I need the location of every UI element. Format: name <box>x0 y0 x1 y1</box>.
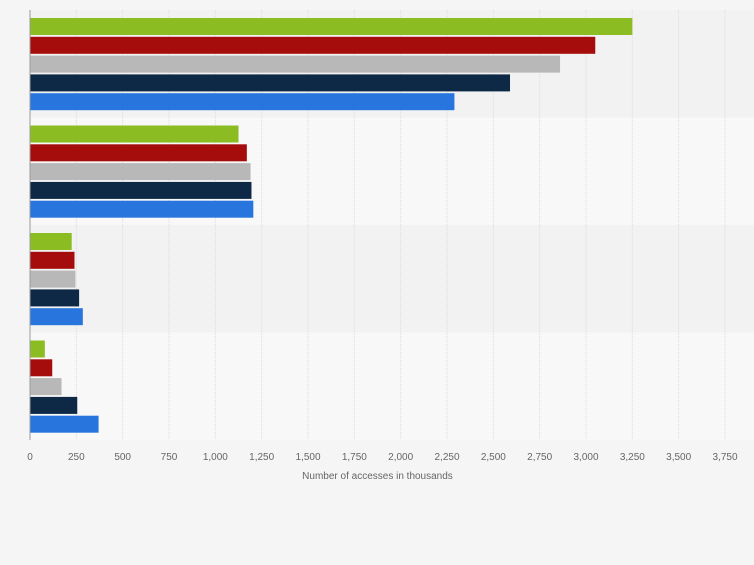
x-tick-label: 3,500 <box>666 452 691 463</box>
category-band <box>30 225 754 333</box>
bar <box>30 359 53 377</box>
x-tick-label: 750 <box>161 452 178 463</box>
bar <box>30 270 76 288</box>
x-tick-label: 1,750 <box>342 452 367 463</box>
x-tick-label: 500 <box>114 452 131 463</box>
bar <box>30 251 75 269</box>
x-tick-label: 250 <box>68 452 85 463</box>
x-tick-label: 2,000 <box>388 452 413 463</box>
x-tick-label: 1,000 <box>203 452 228 463</box>
bar <box>30 125 239 143</box>
bar <box>30 163 251 181</box>
bar <box>30 289 80 307</box>
bar <box>30 93 455 111</box>
x-tick-label: 2,500 <box>481 452 506 463</box>
x-tick-label: 0 <box>27 452 33 463</box>
bars <box>30 18 633 433</box>
bar <box>30 396 78 414</box>
x-tick-label: 3,000 <box>573 452 598 463</box>
bar <box>30 18 633 35</box>
x-axis-label: Number of accesses in thousands <box>302 471 453 482</box>
bar <box>30 181 252 199</box>
x-tick-label: 2,750 <box>527 452 552 463</box>
bar <box>30 74 511 92</box>
bar <box>30 378 62 396</box>
grid-lines <box>75 10 726 440</box>
x-tick-label: 1,250 <box>249 452 274 463</box>
bar <box>30 308 83 326</box>
x-tick-labels: 0 250 500 750 1,000 1,250 1,500 1,750 2,000 2,250… <box>27 452 738 463</box>
x-tick-label: 2,250 <box>434 452 459 463</box>
bar <box>30 36 596 54</box>
bar <box>30 340 45 358</box>
x-tick-label: 3,250 <box>620 452 645 463</box>
bar <box>30 415 99 433</box>
bar <box>30 55 561 73</box>
bar <box>30 144 247 162</box>
x-tick-label: 1,500 <box>295 452 320 463</box>
bar <box>30 233 72 250</box>
x-tick-label: 3,750 <box>712 452 737 463</box>
bar <box>30 200 254 218</box>
category-band <box>30 332 754 440</box>
